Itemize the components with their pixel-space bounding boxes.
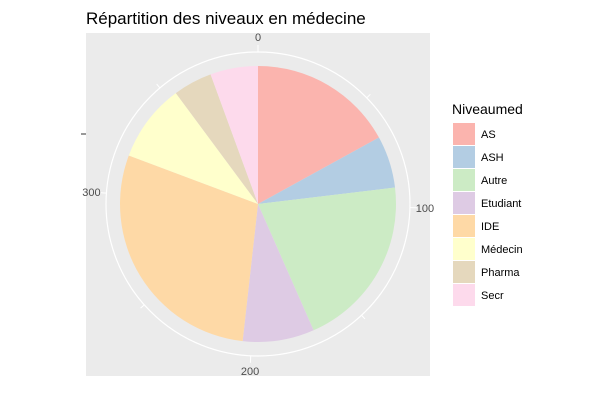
pie-slice-secr bbox=[210, 66, 258, 204]
legend-swatch-secr bbox=[453, 284, 475, 306]
pie-slice-autre bbox=[258, 187, 396, 331]
legend: Niveaumed AS ASH Autre Etudiant IDE Médecin Ph… bbox=[452, 101, 523, 306]
legend-swatch-as bbox=[453, 123, 475, 145]
tick-label: 300 bbox=[82, 187, 100, 199]
legend-swatch-pharma bbox=[453, 261, 475, 283]
minor-tick bbox=[366, 93, 371, 99]
legend-swatch-médecin bbox=[453, 238, 475, 260]
pie-slices bbox=[120, 66, 396, 342]
legend-label-ide: IDE bbox=[481, 221, 499, 233]
pie-slice-pharma bbox=[175, 74, 258, 204]
chart-title: Répartition des niveaux en médecine bbox=[86, 9, 366, 28]
legend-swatch-ash bbox=[453, 146, 475, 168]
minor-tick bbox=[361, 314, 366, 320]
minor-tick bbox=[156, 83, 161, 89]
tick-label: 100 bbox=[416, 203, 434, 215]
legend-label-secr: Secr bbox=[481, 290, 504, 302]
angular-tick-labels: 0 100 200 300 bbox=[82, 32, 434, 378]
angular-ticks bbox=[99, 45, 417, 363]
legend-title: Niveaumed bbox=[452, 101, 523, 117]
legend-swatch-autre bbox=[453, 169, 475, 191]
pie-slice-as bbox=[258, 66, 379, 204]
legend-label-etudiant: Etudiant bbox=[481, 198, 521, 210]
major-tick bbox=[99, 192, 107, 194]
legend-label-autre: Autre bbox=[481, 175, 507, 187]
tick-label: 0 bbox=[255, 32, 261, 44]
legend-label-ash: ASH bbox=[481, 152, 504, 164]
legend-label-as: AS bbox=[481, 129, 496, 141]
legend-swatch-etudiant bbox=[453, 192, 475, 214]
minor-tick bbox=[140, 304, 145, 309]
pie-slice-etudiant bbox=[242, 204, 314, 342]
pie-slice-ash bbox=[258, 137, 396, 204]
legend-label-pharma: Pharma bbox=[481, 267, 520, 279]
pie-slice-médecin bbox=[128, 93, 258, 204]
legend-swatch-ide bbox=[453, 215, 475, 237]
legend-label-médecin: Médecin bbox=[481, 244, 523, 256]
tick-label: 200 bbox=[241, 366, 259, 378]
pie-slice-ide bbox=[120, 155, 258, 342]
